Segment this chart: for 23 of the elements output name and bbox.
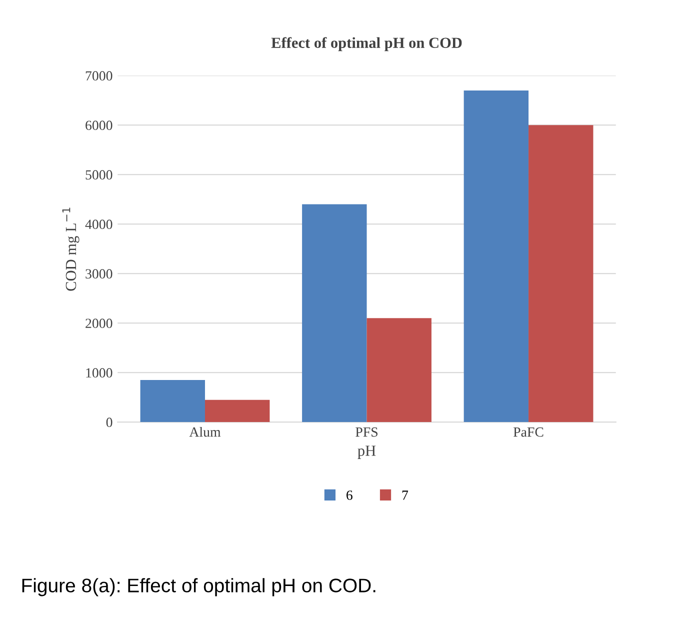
y-tick-label: 6000 [86, 120, 112, 130]
y-tick-label: 3000 [86, 269, 112, 279]
bar [204, 400, 270, 422]
bar [302, 204, 367, 422]
y-tick-label: 7000 [86, 71, 112, 81]
x-tick-label: PaFC [513, 427, 544, 437]
y-tick-label: 0 [106, 418, 112, 428]
bar [528, 125, 594, 422]
y-axis-title: COD mg L$^{−1}$ [62, 208, 80, 291]
bar [140, 380, 205, 422]
y-tick-label: 4000 [85, 220, 112, 230]
x-axis-title: pH [358, 446, 376, 459]
bar [464, 90, 529, 422]
x-tick-label: Alum [189, 426, 221, 437]
y-tick-label: 5000 [86, 170, 112, 180]
caption: Figure 8(a): Effect of optimal pH on COD. [22, 578, 376, 596]
y-tick-label: 2000 [86, 318, 112, 328]
legend-label: 7 [402, 490, 408, 500]
x-tick-label: PFS [356, 427, 378, 437]
bar [366, 318, 432, 422]
chart-title: Effect of optimal pH on COD [271, 37, 462, 52]
legend-label: 6 [346, 490, 352, 500]
y-tick-label: 1000 [86, 368, 112, 378]
